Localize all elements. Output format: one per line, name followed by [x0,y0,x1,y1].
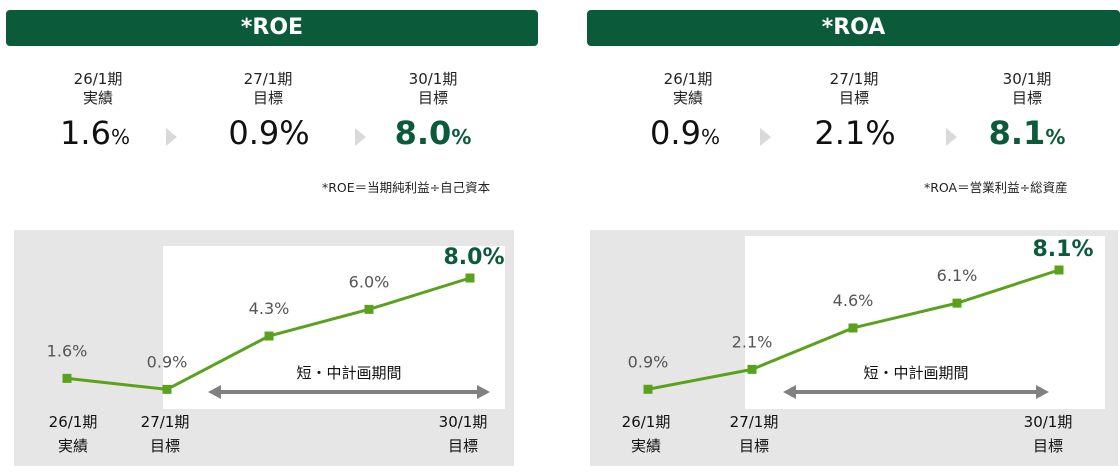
period-label-2: 27/1期 目標 [784,70,924,108]
x-axis-label: 26/1期 [622,413,671,431]
period-label-line2: 実績 [672,89,703,107]
arrow-right-head [477,385,490,399]
panel-header: *ROA [587,10,1120,46]
panel-header: *ROE [6,10,538,46]
roa-target-30-value: 8.1% [952,114,1102,152]
data-point [1054,265,1064,275]
period-label-3: 30/1期 目標 [957,70,1097,108]
value-number: 8.1 [988,114,1046,152]
roe-panel: *ROE 26/1期 実績 27/1期 目標 30/1期 目標 1.6% 0.9… [0,0,552,472]
data-point [162,384,172,394]
value-number: 0.9% [228,114,310,152]
period-label-line2: 目標 [417,89,448,107]
data-label: 6.1% [937,266,978,285]
period-label-line1: 30/1期 [1002,70,1052,88]
data-point [848,323,858,333]
value-unit: % [1045,125,1066,149]
arrow-icon [166,128,177,146]
roe-actual-value: 1.6% [20,114,170,152]
plan-period-label: 短・中計画期間 [863,364,968,382]
x-axis-label: 27/1期 [141,413,190,431]
value-number: 1.6 [60,114,111,152]
data-point [643,384,653,394]
plan-period-label: 短・中計画期間 [296,364,401,382]
roa-target-27-value: 2.1% [780,114,930,152]
arrow-left-head [208,385,221,399]
data-label: 6.0% [349,272,390,291]
x-axis-label: 目標 [150,437,180,455]
value-unit: % [110,125,130,149]
data-label: 2.1% [732,332,773,351]
period-label-1: 26/1期 実績 [618,70,758,108]
data-point [62,373,72,383]
arrow-right-head [1036,385,1049,399]
period-label-1: 26/1期 実績 [28,70,168,108]
roa-formula: *ROA＝営業利益÷総資産 [924,180,1068,195]
data-point [747,364,757,374]
data-label: 0.9% [628,352,669,371]
period-label-line1: 30/1期 [408,70,458,88]
period-label-line1: 27/1期 [829,70,879,88]
x-axis-label: 目標 [1033,437,1063,455]
plan-period-area [163,246,505,409]
value-number: 0.9 [650,114,701,152]
x-axis-label: 実績 [58,437,88,455]
data-point [264,331,274,341]
x-axis-label: 30/1期 [1024,413,1073,431]
data-label: 8.1% [1032,237,1093,262]
period-label-2: 27/1期 目標 [198,70,338,108]
x-axis-label: 実績 [631,437,661,455]
arrow-icon [355,128,366,146]
x-axis-label: 27/1期 [730,413,779,431]
roa-actual-value: 0.9% [610,114,760,152]
data-label: 0.9% [147,352,188,371]
roe-target-27-value: 0.9% [194,114,344,152]
period-label-line2: 目標 [252,89,283,107]
roa-panel: *ROA 26/1期 実績 27/1期 目標 30/1期 目標 0.9% 2.1… [568,0,1120,472]
period-label-line2: 目標 [838,89,869,107]
value-number: 8.0 [394,114,452,152]
roe-target-30-value: 8.0% [358,114,508,152]
roe-formula: *ROE＝当期純利益÷自己資本 [322,180,491,195]
data-label: 4.6% [833,291,874,310]
data-label: 4.3% [249,299,290,318]
value-unit: % [700,125,720,149]
value-number: 2.1% [814,114,896,152]
data-label: 8.0% [443,245,504,270]
period-label-line1: 26/1期 [73,70,123,88]
x-axis-label: 目標 [448,437,478,455]
arrow-left-head [783,385,796,399]
plan-period-area [745,236,1105,409]
data-label: 1.6% [47,341,88,360]
data-point [465,273,475,283]
x-axis-label: 目標 [739,437,769,455]
data-point [364,304,374,314]
period-label-3: 30/1期 目標 [363,70,503,108]
period-label-line2: 目標 [1011,89,1042,107]
period-label-line1: 27/1期 [243,70,293,88]
arrow-icon [760,128,771,146]
period-label-line2: 実績 [82,89,113,107]
arrow-icon [946,128,957,146]
period-label-line1: 26/1期 [663,70,713,88]
x-axis-label: 30/1期 [439,413,488,431]
value-unit: % [451,125,472,149]
data-point [952,298,962,308]
x-axis-label: 26/1期 [49,413,98,431]
